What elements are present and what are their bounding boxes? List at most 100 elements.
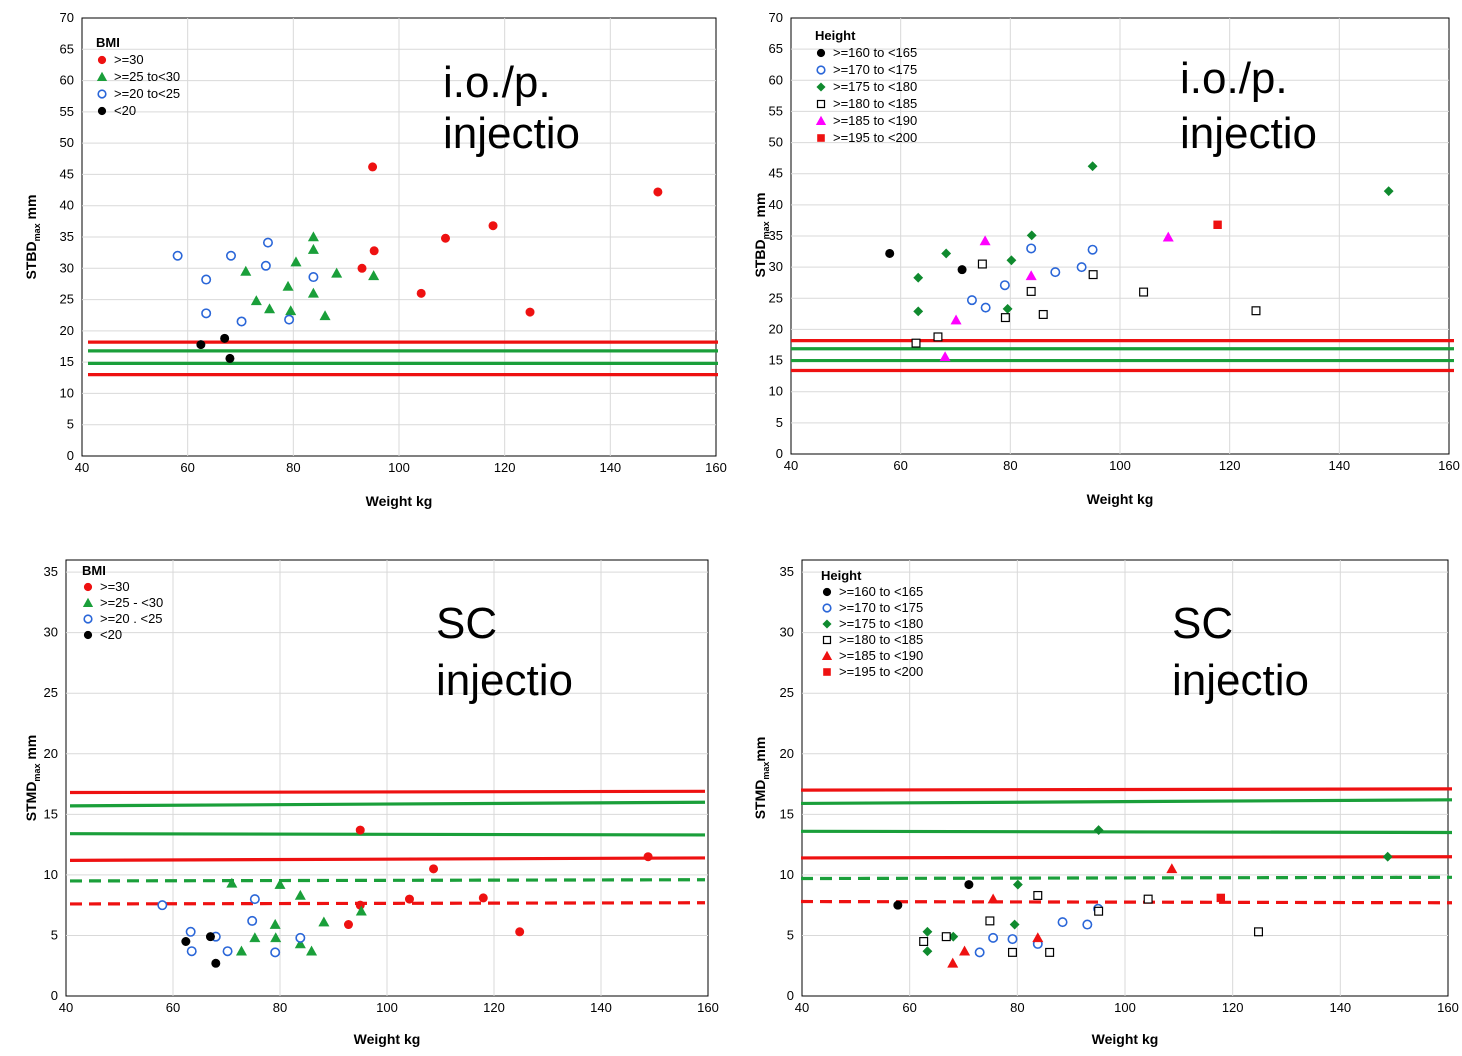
data-point [957,265,967,275]
y-tick-label: 35 [60,229,74,244]
y-tick-label: 35 [780,564,794,579]
data-point [222,946,233,957]
data-point [1383,186,1394,197]
reference-lines [69,789,706,906]
reference-line-green-dashed [69,878,706,883]
legend-label: >=25 - <30 [100,595,163,610]
data-point [269,918,281,929]
data-point [941,932,951,942]
data-point [1216,893,1226,903]
data-points [885,161,1394,362]
data-point [307,231,319,242]
data-point [355,825,365,835]
legend-marker [816,82,826,92]
x-tick-label: 80 [286,460,300,475]
data-point [966,295,977,306]
y-tick-label: 30 [60,260,74,275]
y-tick-label: 15 [769,353,783,368]
data-point [1166,863,1178,874]
data-point [157,900,168,911]
y-tick-label: 65 [60,41,74,56]
x-tick-label: 160 [1437,1000,1459,1015]
data-point [262,237,273,248]
reference-line-red-solid [800,787,1453,792]
data-point [1026,230,1037,241]
data-point [196,340,206,350]
data-point [1045,947,1055,957]
x-tick-label: 140 [1328,458,1350,473]
annotation: SC injectio [1172,599,1309,705]
y-tick-label: 50 [769,135,783,150]
x-tick-label: 80 [273,1000,287,1015]
legend-marker [822,587,832,597]
x-tick-label: 100 [388,460,410,475]
annotation-line: i.o./p. [1180,54,1288,103]
legend-marker [82,597,94,607]
data-point [369,246,379,256]
legend-label: >=175 to <180 [833,79,917,94]
x-tick-label: 160 [1438,458,1460,473]
legend-label: >=170 to <175 [839,600,923,615]
annotation-line: injectio [436,656,573,705]
data-point [1382,851,1393,862]
data-point [893,900,903,910]
legend-marker [816,65,826,75]
legend-marker [815,115,827,125]
reference-line-green-solid [800,829,1453,835]
y-tick-label: 30 [769,259,783,274]
data-point [264,303,276,314]
data-point [1006,255,1017,266]
y-tick-label: 5 [787,927,794,942]
reference-line-green-dashed [800,875,1453,881]
y-tick-label: 0 [787,988,794,1003]
data-point [913,306,924,317]
grid-lines [791,18,1449,454]
data-point [1057,917,1068,928]
data-point [964,880,974,890]
data-point [240,265,252,276]
data-point [270,947,281,958]
legend-title: BMI [96,35,120,50]
data-point [1033,890,1043,900]
legend-title: Height [815,28,856,43]
y-tick-label: 50 [60,135,74,150]
annotation-line: SC [1172,599,1233,648]
y-axis-label: STBDmax mm [752,193,771,278]
y-tick-label: 60 [769,72,783,87]
data-point [284,314,295,325]
annotation: i.o./p.injectio [443,58,580,158]
data-point [1012,879,1023,890]
reference-line-red-solid [69,856,706,862]
data-point [947,957,959,968]
x-tick-label: 80 [1003,458,1017,473]
data-point [225,250,236,261]
legend-label: >=185 to <190 [839,648,923,663]
x-tick-label: 120 [483,1000,505,1015]
data-point [355,905,367,916]
tick-labels: 40 60 80 100 120 140 160 0 5 10 15 20 25 30 35 40 45 50 55… [60,10,727,475]
reference-lines [800,787,1453,905]
data-point [368,162,378,172]
y-tick-label: 45 [60,166,74,181]
legend-label: <20 [100,627,122,642]
legend-marker [83,614,93,624]
legend: BMI >=30 >=25 to<30 >=20 to<25 <20 [96,35,180,118]
x-tick-label: 100 [1109,458,1131,473]
legend-label: >=20 to<25 [114,86,180,101]
data-point [260,260,271,271]
y-tick-label: 15 [44,806,58,821]
y-tick-label: 70 [60,10,74,25]
reference-line-green-solid [69,832,706,837]
y-tick-label: 0 [776,446,783,461]
legend-marker [817,134,825,142]
chart-svg-top-left: 40 60 80 100 120 140 160 0 5 10 15 20 25 30 35 40 45 50 55… [23,10,727,509]
legend-label: >=160 to <165 [839,584,923,599]
chart-panel-top-right: 40 60 80 100 120 140 160 0 5 10 15 20 25 30 35 40 45 50 55… [731,0,1462,520]
legend-label: >=170 to <175 [833,62,917,77]
x-tick-label: 100 [1114,1000,1136,1015]
data-point [1009,919,1020,930]
reference-lines [88,340,718,377]
data-point [643,852,653,862]
data-point [185,926,196,937]
